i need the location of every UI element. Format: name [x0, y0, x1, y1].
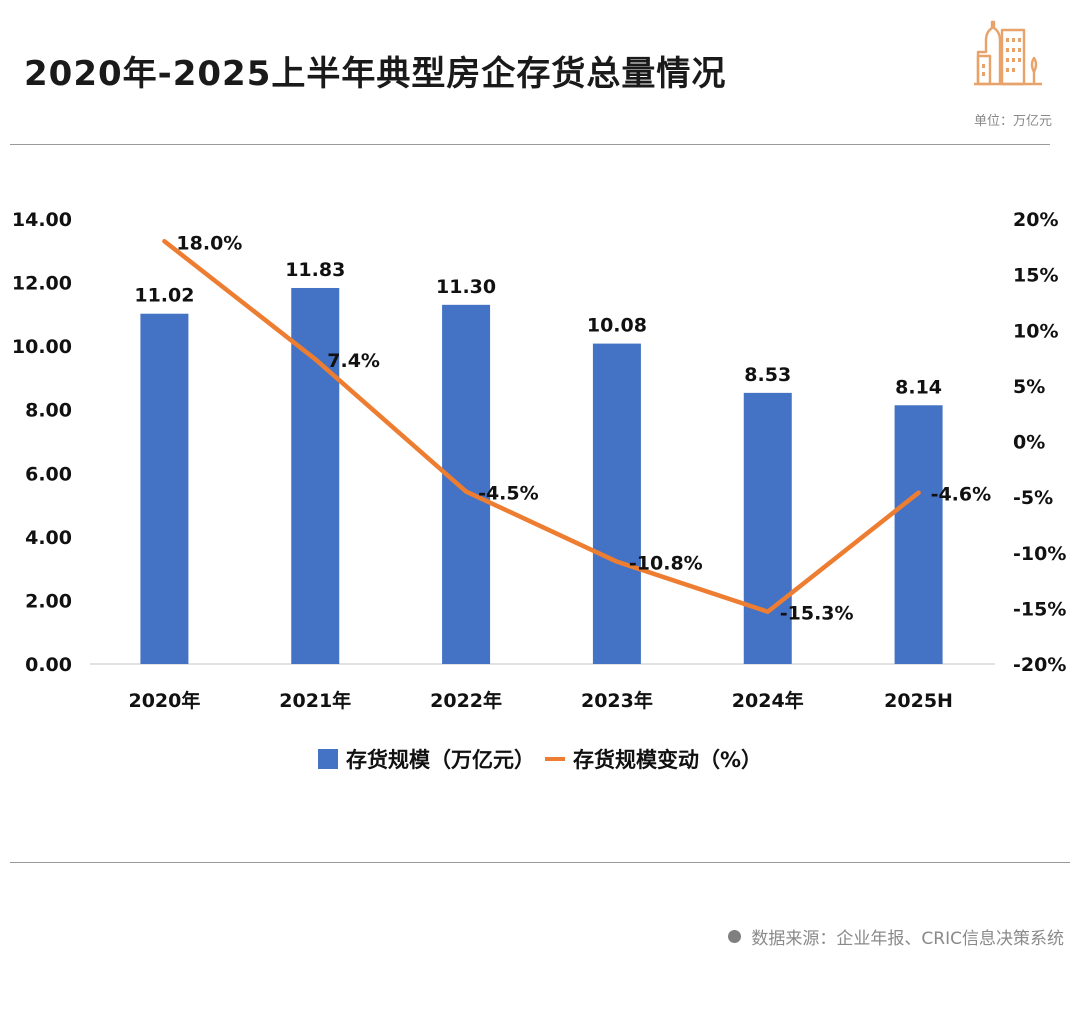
unit-label: 单位：万亿元: [973, 114, 1052, 129]
bullet-icon: [728, 930, 742, 943]
y-right-tick-label: 0%: [1013, 432, 1045, 454]
data-source: 数据来源：企业年报、CRIC信息决策系统: [728, 924, 1064, 949]
y-left-tick-label: 2.00: [25, 590, 72, 612]
legend-label-bar: 存货规模（万亿元）: [345, 748, 535, 772]
y-left-tick-label: 6.00: [25, 463, 72, 485]
y-left-tick-label: 4.00: [25, 527, 72, 549]
x-tick-label: 2023年: [581, 689, 653, 712]
y-left-tick-label: 14.00: [12, 209, 72, 231]
y-right-tick-label: 20%: [1013, 209, 1058, 231]
line-data-labels: 18.0% 7.4% -4.5% -10.8% -15.3% -4.6%: [164, 232, 992, 625]
legend-item-bar: 存货规模（万亿元）: [317, 744, 535, 774]
x-tick-label: 2021年: [279, 689, 351, 712]
x-tick-label: 2024年: [732, 689, 804, 712]
bar: [743, 392, 792, 664]
bar-data-label: 8.14: [895, 376, 942, 398]
bar: [140, 313, 189, 664]
top-divider: [10, 144, 1050, 145]
y-right-tick-label: -5%: [1013, 487, 1053, 509]
bar: [592, 343, 641, 664]
bar-data-label: 11.30: [436, 276, 496, 298]
y-right-tick-label: 15%: [1013, 265, 1058, 287]
bar-data-labels: 11.02 11.83 11.30 10.08 8.53 8.14: [134, 259, 942, 398]
city-buildings-icon: [974, 20, 1042, 86]
legend-swatch-line: [544, 757, 565, 761]
x-tick-label: 2020年: [128, 689, 200, 712]
line-data-label: -15.3%: [780, 603, 854, 625]
x-tick-label: 2022年: [430, 689, 502, 712]
bar-data-label: 10.08: [587, 315, 647, 337]
line-data-label: -4.6%: [931, 484, 992, 506]
line-data-label: 7.4%: [327, 350, 380, 372]
combo-chart: 0.00 2.00 4.00 6.00 8.00 10.00 12.00 14.00 -20%…: [12, 209, 1066, 712]
source-text: 数据来源：企业年报、CRIC信息决策系统: [751, 929, 1064, 949]
legend-label-line: 存货规模变动（%）: [572, 748, 763, 772]
y-right-tick-label: -10%: [1013, 543, 1066, 565]
x-tick-label: 2025H: [884, 690, 953, 712]
bar: [894, 405, 943, 664]
bottom-divider: [10, 862, 1070, 863]
legend-item-line: 存货规模变动（%）: [544, 744, 763, 774]
bar-data-label: 11.02: [134, 285, 194, 307]
chart-title: 2020年-2025上半年典型房企存货总量情况: [24, 54, 727, 94]
bar: [442, 304, 491, 664]
y-left-tick-label: 0.00: [25, 654, 72, 676]
bar-series: [140, 287, 943, 664]
line-data-label: -10.8%: [629, 553, 703, 575]
bar-data-label: 11.83: [285, 259, 345, 281]
y-left-tick-label: 10.00: [12, 336, 72, 358]
y-left-tick-label: 12.00: [12, 273, 72, 295]
y-left-tick-label: 8.00: [25, 400, 72, 422]
line-data-label: 18.0%: [176, 232, 242, 254]
y-right-tick-label: -20%: [1013, 654, 1066, 676]
y-right-axis: -20% -15% -10% -5% 0% 5% 10% 15% 20%: [1013, 209, 1066, 676]
y-left-axis: 0.00 2.00 4.00 6.00 8.00 10.00 12.00 14.00: [12, 209, 72, 676]
chart-legend: 存货规模（万亿元） 存货规模变动（%）: [0, 744, 1080, 774]
bar: [291, 287, 340, 664]
y-right-tick-label: 5%: [1013, 376, 1045, 398]
y-right-tick-label: 10%: [1013, 320, 1058, 342]
bar-data-label: 8.53: [744, 364, 791, 386]
legend-swatch-bar: [317, 749, 338, 769]
line-series: [162, 239, 921, 614]
y-right-tick-label: -15%: [1013, 598, 1066, 620]
line-data-label: -4.5%: [478, 483, 539, 505]
x-axis: 2020年 2021年 2022年 2023年 2024年 2025H: [128, 689, 953, 712]
